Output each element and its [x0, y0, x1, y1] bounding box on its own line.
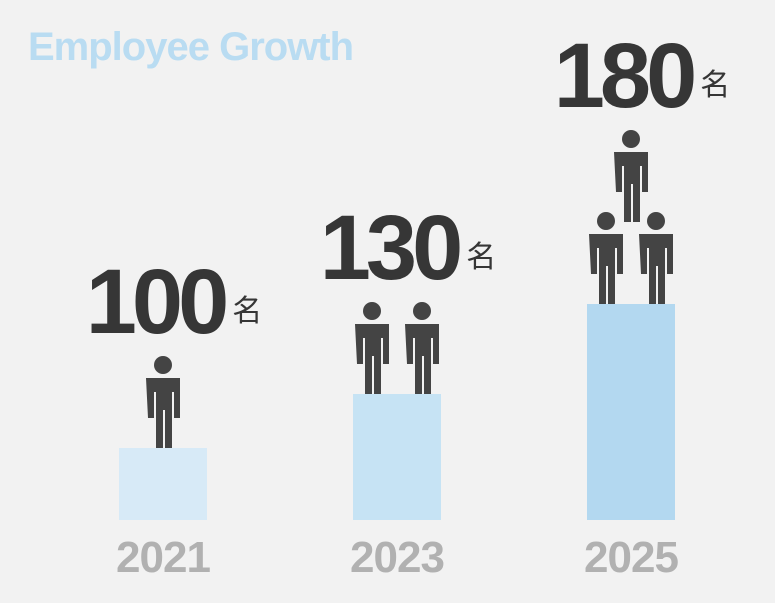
person-body	[355, 324, 389, 394]
person-body	[146, 378, 180, 448]
person-body	[405, 324, 439, 394]
bar	[587, 304, 675, 520]
bar	[353, 394, 441, 520]
unit-label: 名	[466, 241, 496, 274]
person-icon	[405, 302, 439, 394]
chart-title: Employee Growth	[28, 25, 353, 69]
person-head	[413, 302, 431, 320]
person-head	[647, 212, 665, 230]
unit-label: 名	[700, 69, 730, 102]
value-label: 130	[320, 197, 460, 299]
person-head	[154, 356, 172, 374]
person-icon	[146, 356, 180, 448]
person-body	[589, 234, 623, 304]
person-head	[363, 302, 381, 320]
x-tick-label: 2025	[584, 533, 678, 582]
unit-label: 名	[232, 295, 262, 328]
person-body	[614, 152, 648, 222]
person-icon	[614, 130, 648, 222]
person-icon	[589, 212, 623, 304]
person-icon	[355, 302, 389, 394]
x-tick-label: 2021	[116, 533, 210, 582]
person-body	[639, 234, 673, 304]
value-label: 100	[86, 251, 226, 353]
person-icon	[639, 212, 673, 304]
x-tick-label: 2023	[350, 533, 444, 582]
bar	[119, 448, 207, 520]
value-label: 180	[554, 25, 694, 127]
person-head	[622, 130, 640, 148]
person-head	[597, 212, 615, 230]
